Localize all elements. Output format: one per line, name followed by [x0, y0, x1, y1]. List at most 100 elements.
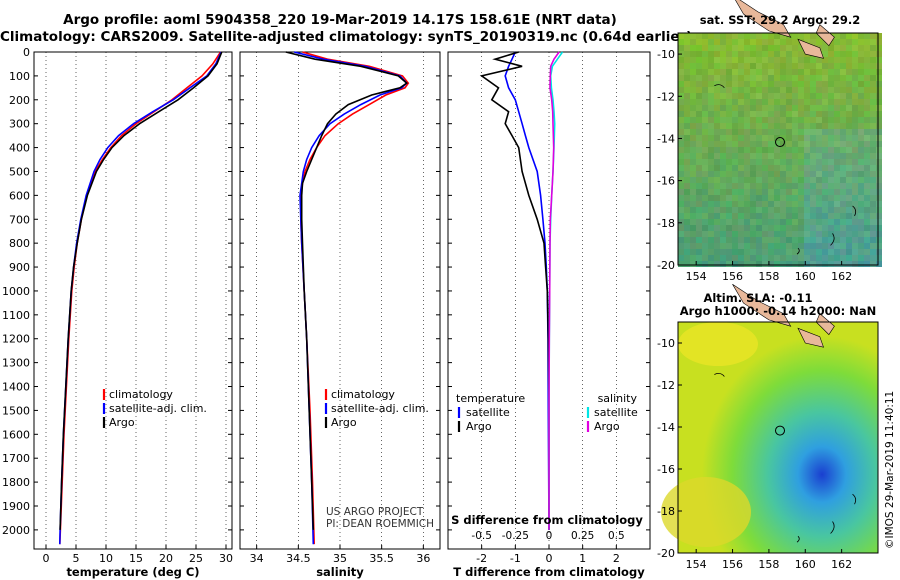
map-x-tick-label: 156	[722, 558, 743, 571]
x-tick-label: -2	[476, 552, 487, 565]
y-tick-label: 1800	[2, 476, 30, 489]
s-tick-label: 0.5	[608, 530, 625, 542]
series-line-argo	[285, 51, 409, 530]
series-line-sat_salinity	[548, 51, 564, 530]
y-tick-label: 1100	[2, 309, 30, 322]
map-y-tick-label: -20	[657, 547, 675, 560]
y-tick-label: 2000	[2, 524, 30, 537]
land-mass	[732, 283, 792, 327]
argo-location-marker	[775, 425, 785, 436]
reef-outline	[714, 84, 857, 255]
y-tick-label: 400	[9, 142, 30, 155]
map-x-tick-label: 154	[686, 558, 707, 571]
map-field-1	[661, 283, 878, 553]
map-y-tick-label: -20	[657, 259, 675, 272]
legend-label: climatology	[331, 388, 395, 401]
legend-label: satellite-adj. clim.	[109, 402, 207, 415]
x-tick-label: 35.5	[369, 552, 394, 565]
map-x-tick-label: 160	[795, 270, 816, 283]
map-frame	[677, 32, 879, 266]
series-line-argo	[479, 51, 550, 530]
y-tick-label: 0	[23, 46, 30, 59]
map-field-0	[678, 0, 882, 267]
x-tick-label: 34	[250, 552, 264, 565]
y-tick-label: 500	[9, 165, 30, 178]
reef-outline	[714, 372, 857, 543]
map-x-tick-label: 162	[831, 558, 852, 571]
x-tick-label: 15	[129, 552, 143, 565]
x-tick-label: -1	[510, 552, 521, 565]
y-tick-label: 1500	[2, 404, 30, 417]
legend-label: Argo	[466, 420, 492, 433]
y-tick-label: 600	[9, 189, 30, 202]
sst-map-title: sat. SST: 29.2 Argo: 29.2	[700, 13, 860, 27]
map-x-tick-label: 162	[831, 270, 852, 283]
x-axis-label: temperature (deg C)	[66, 565, 199, 579]
y-tick-label: 700	[9, 213, 30, 226]
panel-frame-0	[33, 51, 233, 550]
series-line-argo_salinity	[548, 51, 560, 530]
x-tick-label: 1	[579, 552, 586, 565]
s-tick-label: 0	[546, 530, 553, 542]
y-tick-label: 1300	[2, 357, 30, 370]
x-tick-label: 2	[613, 552, 620, 565]
map-frame	[677, 321, 879, 554]
map-x-tick-label: 160	[795, 558, 816, 571]
header-line-1: Argo profile: aoml 5904358_220 19-Mar-20…	[63, 12, 617, 28]
map-y-tick-label: -14	[657, 421, 675, 434]
y-tick-label: 1200	[2, 333, 30, 346]
series-line-satellite	[504, 51, 550, 530]
sla-map-title: Altim. SLA: -0.11	[703, 291, 812, 305]
project-annotation: US ARGO PROJECT	[326, 506, 424, 518]
legend-title-salinity: salinity	[598, 392, 638, 405]
series-line-argo	[59, 51, 223, 530]
y-tick-label: 1900	[2, 500, 30, 513]
y-tick-label: 1600	[2, 428, 30, 441]
legend-label: climatology	[109, 388, 173, 401]
legend-title-temperature: temperature	[456, 392, 525, 405]
x-tick-label: 34.5	[286, 552, 311, 565]
land-mass	[797, 38, 824, 59]
y-tick-label: 800	[9, 237, 30, 250]
project-annotation: PI: DEAN ROEMMICH	[326, 518, 434, 530]
x-axis-label: T difference from climatology	[453, 565, 645, 579]
legend-label: Argo	[331, 416, 357, 429]
x-tick-label: 0	[43, 552, 50, 565]
series-line-satellite	[59, 51, 222, 545]
map-y-tick-label: -14	[657, 132, 675, 145]
y-tick-label: 1000	[2, 285, 30, 298]
land-mass	[735, 0, 792, 38]
legend-label: satellite-adj. clim.	[331, 402, 429, 415]
s-tick-label: 0.25	[571, 530, 594, 542]
series-line-climatology	[59, 51, 222, 545]
map-y-tick-label: -10	[657, 337, 675, 350]
s-tick-label: -0.25	[502, 530, 529, 542]
sla-map-subtitle: Argo h1000: -0.14 h2000: NaN	[680, 304, 876, 318]
map-y-tick-label: -16	[657, 175, 675, 188]
map-y-tick-label: -16	[657, 463, 675, 476]
map-x-tick-label: 158	[758, 558, 779, 571]
x-tick-label: 35	[333, 552, 347, 565]
legend-label: Argo	[109, 416, 135, 429]
map-y-tick-label: -18	[657, 217, 675, 230]
x-tick-label: 10	[99, 552, 113, 565]
x-axis-label: salinity	[316, 565, 364, 579]
legend-label: satellite	[594, 406, 638, 419]
y-tick-label: 1700	[2, 452, 30, 465]
x-tick-label: 5	[73, 552, 80, 565]
x-tick-label: 30	[219, 552, 233, 565]
map-y-tick-label: -12	[657, 379, 675, 392]
map-y-tick-label: -18	[657, 505, 675, 518]
s-tick-label: -0.5	[471, 530, 492, 542]
x-tick-label: 25	[189, 552, 203, 565]
series-line-climatology	[299, 51, 410, 545]
y-tick-label: 300	[9, 118, 30, 131]
argo-location-marker	[775, 137, 785, 148]
x-tick-label: 20	[159, 552, 173, 565]
land-mass	[797, 327, 824, 348]
legend-label: Argo	[594, 420, 620, 433]
map-x-tick-label: 158	[758, 270, 779, 283]
header-line-2: Climatology: CARS2009. Satellite-adjuste…	[0, 29, 693, 45]
credit-label: ©IMOS 29-Mar-2019 11:40:11	[884, 390, 896, 549]
